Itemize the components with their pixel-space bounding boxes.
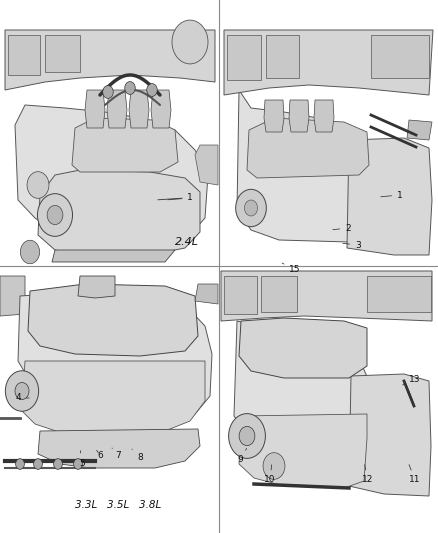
Polygon shape (129, 90, 149, 128)
Text: 8: 8 (132, 449, 143, 462)
Polygon shape (239, 318, 367, 378)
Circle shape (53, 459, 62, 470)
Polygon shape (0, 276, 25, 316)
Circle shape (236, 189, 266, 227)
Polygon shape (195, 145, 218, 185)
Polygon shape (371, 35, 429, 78)
Text: 1: 1 (381, 190, 403, 199)
Polygon shape (195, 284, 218, 304)
Polygon shape (237, 90, 369, 242)
Text: 3: 3 (343, 240, 361, 249)
Text: 6: 6 (97, 450, 103, 459)
Polygon shape (52, 250, 175, 262)
Circle shape (47, 205, 63, 224)
Polygon shape (85, 90, 105, 128)
Circle shape (125, 82, 135, 94)
Polygon shape (151, 90, 171, 128)
Polygon shape (314, 100, 334, 132)
Polygon shape (239, 414, 367, 488)
Polygon shape (221, 271, 432, 321)
Polygon shape (266, 35, 299, 78)
Circle shape (20, 240, 39, 264)
Polygon shape (8, 35, 40, 75)
Circle shape (38, 193, 73, 236)
Polygon shape (45, 35, 80, 72)
Text: 12: 12 (362, 465, 374, 484)
Polygon shape (107, 90, 127, 128)
Circle shape (34, 459, 42, 470)
Polygon shape (289, 100, 309, 132)
Polygon shape (407, 120, 432, 140)
Text: 4: 4 (15, 393, 29, 402)
Circle shape (103, 86, 113, 99)
Circle shape (244, 200, 258, 216)
Text: 10: 10 (264, 465, 276, 484)
Text: 2.4L: 2.4L (175, 237, 199, 247)
Text: 7: 7 (112, 448, 121, 459)
Text: 13: 13 (403, 376, 421, 385)
Polygon shape (38, 429, 200, 468)
Polygon shape (261, 276, 297, 312)
Polygon shape (224, 30, 433, 95)
Polygon shape (28, 284, 198, 356)
Circle shape (147, 84, 157, 96)
Text: 11: 11 (409, 465, 421, 484)
Circle shape (5, 371, 39, 411)
Polygon shape (22, 361, 205, 436)
Text: 3.3L   3.5L   3.8L: 3.3L 3.5L 3.8L (75, 500, 161, 510)
Circle shape (172, 20, 208, 64)
Polygon shape (234, 321, 369, 446)
Text: 9: 9 (237, 448, 247, 464)
Text: 15: 15 (282, 263, 301, 274)
Text: 5: 5 (79, 451, 85, 467)
Circle shape (239, 426, 255, 446)
Text: 2: 2 (333, 223, 351, 232)
Polygon shape (224, 276, 257, 314)
Polygon shape (72, 118, 178, 172)
Polygon shape (38, 170, 200, 255)
Polygon shape (349, 374, 431, 496)
Polygon shape (15, 105, 208, 245)
Polygon shape (5, 30, 215, 90)
Text: 1: 1 (168, 193, 193, 203)
Polygon shape (227, 35, 261, 80)
Circle shape (16, 459, 25, 470)
Circle shape (15, 383, 29, 400)
Polygon shape (264, 100, 284, 132)
Polygon shape (347, 138, 432, 255)
Circle shape (229, 414, 265, 458)
Polygon shape (247, 118, 369, 178)
Polygon shape (78, 276, 115, 298)
Circle shape (263, 453, 285, 479)
Polygon shape (18, 291, 212, 421)
Circle shape (74, 459, 82, 470)
Polygon shape (367, 276, 431, 312)
Circle shape (27, 172, 49, 198)
